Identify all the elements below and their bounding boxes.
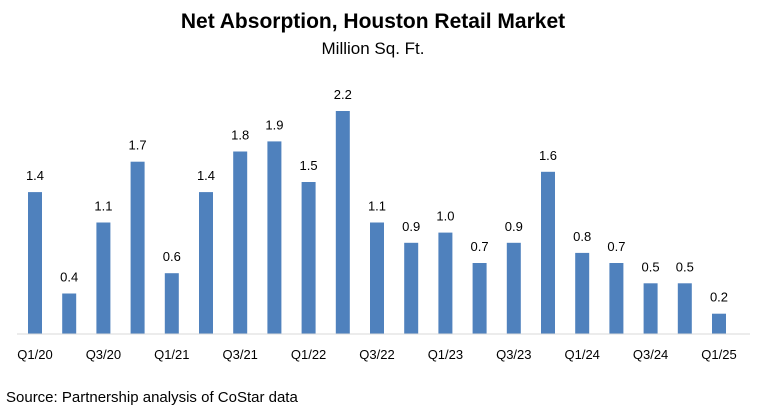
bar-q1-21 [164, 273, 179, 334]
x-tick-label: Q3/23 [496, 347, 531, 362]
data-label: 1.1 [94, 199, 112, 214]
bar-q1-23 [438, 232, 453, 334]
bar-q2-24 [609, 263, 624, 334]
bar-q4-24 [677, 283, 692, 334]
data-label: 1.4 [197, 168, 215, 183]
data-label: 1.6 [539, 148, 557, 163]
bar-q2-20 [62, 293, 77, 334]
bar-q3-20 [96, 222, 111, 334]
chart-subtitle: Million Sq. Ft. [322, 39, 425, 58]
bar-q3-22 [370, 222, 384, 334]
data-label: 0.4 [60, 270, 78, 285]
bar-q4-23 [541, 171, 555, 334]
bar-q1-22 [301, 182, 316, 334]
x-tick-label: Q1/24 [564, 347, 599, 362]
data-label: 0.5 [676, 259, 694, 274]
bar-q1-20 [28, 192, 42, 334]
data-labels: 1.4 0.4 1.1 1.7 0.6 1.4 1.8 1.9 1.5 2.2 1.1 0.9 1.0 0… [26, 87, 728, 305]
bar-q2-23 [472, 263, 487, 334]
data-label: 0.8 [573, 229, 591, 244]
bar-q2-21 [199, 192, 213, 334]
bar-q4-21 [267, 141, 282, 334]
x-tick-label: Q3/21 [222, 347, 257, 362]
data-label: 2.2 [334, 87, 352, 102]
data-label: 0.2 [710, 290, 728, 305]
data-label: 1.4 [26, 168, 44, 183]
x-tick-label: Q1/22 [291, 347, 326, 362]
x-tick-label: Q3/22 [359, 347, 394, 362]
data-label: 0.7 [471, 239, 489, 254]
bar-q2-22 [335, 111, 350, 334]
x-tick-label: Q1/21 [154, 347, 189, 362]
data-label: 1.1 [368, 199, 386, 214]
data-label: 1.0 [436, 209, 454, 224]
data-label: 0.9 [402, 219, 420, 234]
bar-q3-23 [506, 242, 521, 334]
data-label: 1.8 [231, 128, 249, 143]
source-note: Source: Partnership analysis of CoStar d… [6, 389, 298, 406]
bar-q1-24 [575, 252, 590, 334]
chart-title: Net Absorption, Houston Retail Market [181, 10, 565, 33]
bar-series [28, 111, 726, 334]
data-label: 1.9 [265, 117, 283, 132]
bar-q3-24 [643, 283, 658, 334]
x-tick-label: Q3/24 [633, 347, 668, 362]
bar-q1-25 [712, 313, 726, 334]
x-tick-label: Q1/20 [17, 347, 52, 362]
x-tick-label: Q1/23 [428, 347, 463, 362]
data-label: 1.7 [129, 138, 147, 153]
data-label: 0.7 [607, 239, 625, 254]
bar-q4-20 [130, 161, 145, 334]
bar-q4-22 [404, 242, 419, 334]
x-axis-ticks: Q1/20 Q3/20 Q1/21 Q3/21 Q1/22 Q3/22 Q1/23 Q3/23… [17, 347, 736, 362]
x-tick-label: Q3/20 [86, 347, 121, 362]
bar-q3-21 [233, 151, 248, 334]
data-label: 0.5 [642, 259, 660, 274]
data-label: 0.6 [163, 249, 181, 264]
x-tick-label: Q1/25 [701, 347, 736, 362]
data-label: 0.9 [505, 219, 523, 234]
data-label: 1.5 [300, 158, 318, 173]
